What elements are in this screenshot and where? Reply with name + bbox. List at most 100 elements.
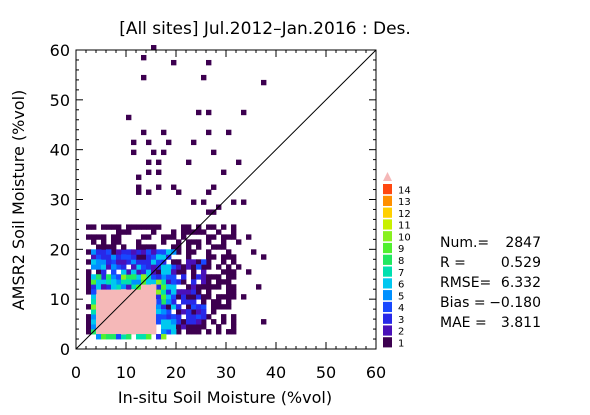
density-cell — [186, 284, 192, 290]
density-cell — [196, 259, 202, 265]
density-cell — [151, 284, 157, 290]
density-cell — [221, 234, 227, 240]
density-cell — [226, 279, 232, 285]
density-cell — [206, 234, 212, 240]
density-cell — [231, 199, 237, 205]
density-cell — [136, 319, 142, 325]
density-cell — [96, 299, 102, 305]
density-cell — [161, 129, 167, 136]
density-cell — [206, 254, 212, 260]
density-cell — [136, 289, 142, 295]
density-cell — [151, 319, 157, 325]
density-cell — [96, 294, 102, 300]
density-cell — [196, 319, 202, 325]
density-cell — [136, 254, 142, 260]
density-cell — [91, 259, 97, 265]
density-cell — [131, 279, 137, 285]
density-cell — [181, 264, 187, 270]
density-cell — [111, 274, 117, 280]
density-cell — [211, 254, 217, 260]
density-cell — [121, 304, 127, 310]
density-cell — [161, 304, 167, 310]
density-cell — [141, 234, 147, 240]
density-cell — [176, 279, 182, 285]
density-cell — [186, 259, 192, 265]
density-cell — [186, 304, 192, 310]
y-axis-label: AMSR2 Soil Moisture (%vol) — [9, 90, 28, 311]
y-tick-label: 20 — [50, 240, 70, 259]
density-cell — [221, 259, 227, 265]
density-cell — [186, 239, 192, 245]
density-cell — [226, 129, 232, 136]
density-cell — [191, 314, 197, 320]
density-cell — [101, 289, 107, 295]
density-cell — [91, 309, 97, 315]
density-cell — [161, 284, 167, 290]
density-cell — [171, 279, 177, 285]
density-cell — [181, 309, 187, 315]
density-cell — [206, 249, 212, 255]
density-cell — [91, 274, 97, 280]
density-cell — [181, 234, 187, 240]
density-cell — [91, 249, 97, 255]
density-cell — [161, 254, 167, 260]
density-cell — [201, 269, 207, 275]
density-cell — [211, 244, 217, 250]
density-cell — [151, 224, 157, 230]
density-cell — [106, 289, 112, 295]
density-cell — [181, 274, 187, 280]
density-cell — [191, 309, 197, 315]
colorbar-swatch — [383, 278, 392, 289]
density-cell — [141, 254, 147, 260]
colorbar-label: 9 — [398, 244, 404, 255]
density-cell — [121, 314, 127, 320]
colorbar-swatch — [383, 313, 392, 324]
density-cell — [151, 254, 157, 260]
density-cell — [166, 324, 172, 330]
density-cell — [146, 289, 152, 295]
density-cell — [91, 299, 97, 305]
density-cell — [221, 244, 227, 250]
density-cell — [216, 229, 222, 235]
density-cell — [136, 309, 142, 315]
density-cell — [221, 294, 227, 300]
density-cell — [226, 234, 232, 240]
density-cell — [101, 249, 107, 255]
density-cell — [126, 229, 132, 235]
stat-value: 0.529 — [501, 255, 541, 271]
density-cell — [141, 299, 147, 305]
density-cell — [131, 139, 137, 146]
density-cell — [116, 294, 122, 300]
density-cell — [106, 294, 112, 300]
density-cell — [141, 259, 147, 265]
density-cell — [136, 269, 142, 275]
density-cell — [106, 244, 112, 250]
density-cell — [116, 329, 122, 335]
density-cell — [206, 284, 212, 290]
density-cell — [146, 284, 152, 290]
density-cell — [216, 279, 222, 285]
density-cell — [191, 319, 197, 325]
density-cell — [156, 294, 162, 300]
density-cell — [221, 304, 227, 310]
density-cell — [111, 329, 117, 335]
density-cell — [201, 314, 207, 320]
stat-label: Bias = — [440, 295, 486, 311]
density-cell — [151, 244, 157, 250]
density-cell — [191, 259, 197, 265]
density-cell — [96, 269, 102, 275]
x-tick-label: 30 — [216, 363, 236, 382]
density-cell — [191, 279, 197, 285]
density-cell — [141, 334, 147, 340]
density-cell — [201, 294, 207, 300]
density-cell — [176, 269, 182, 275]
density-cell — [126, 329, 132, 335]
density-cell — [206, 129, 212, 136]
density-cell — [191, 284, 197, 290]
density-cell — [196, 294, 202, 300]
density-cell — [126, 289, 132, 295]
density-cell — [101, 309, 107, 315]
density-cell — [166, 294, 172, 300]
colorbar-swatch — [383, 254, 392, 265]
density-cell — [111, 334, 117, 340]
